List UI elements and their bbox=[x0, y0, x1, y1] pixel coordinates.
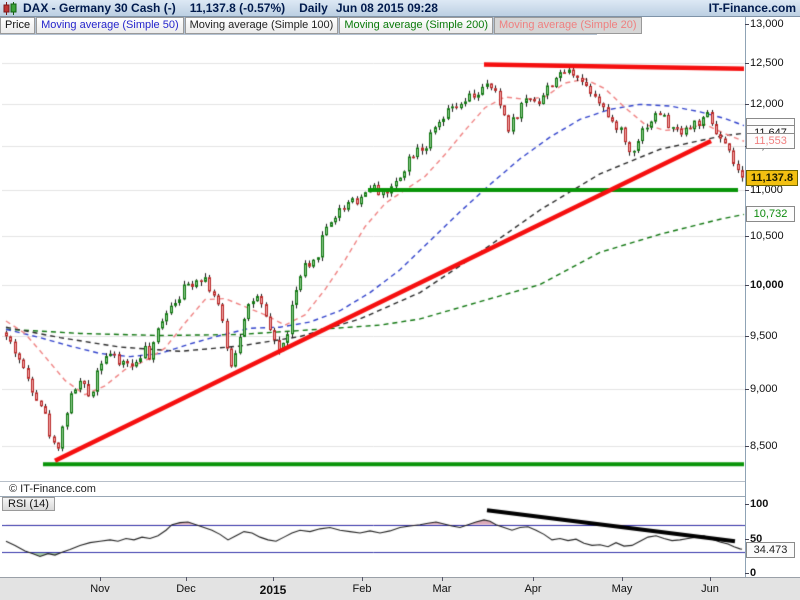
time-axis-label: 2015 bbox=[259, 583, 287, 597]
legend-bar: Price Moving average (Simple 50) Moving … bbox=[0, 17, 642, 35]
price-axis-label: 12,500 bbox=[750, 57, 784, 69]
price-axis-tick bbox=[745, 103, 749, 105]
price-axis-tick bbox=[745, 389, 749, 391]
time-axis-strip[interactable] bbox=[0, 577, 800, 600]
time-axis-tick bbox=[442, 577, 443, 581]
price-axis-tick bbox=[745, 236, 749, 238]
price-axis-border bbox=[745, 17, 746, 577]
price-axis-label: 9,500 bbox=[750, 329, 778, 342]
price-tag-10,732: 10,732 bbox=[746, 206, 795, 223]
time-axis-tick bbox=[710, 577, 711, 581]
time-axis-label: Feb bbox=[352, 583, 372, 595]
rsi-axis-tick bbox=[745, 538, 749, 540]
quote-datetime: Jun 08 2015 09:28 bbox=[335, 1, 438, 15]
legend-button-ma100[interactable]: Moving average (Simple 100) bbox=[184, 17, 339, 34]
price-axis-tick bbox=[745, 63, 749, 64]
timeframe-label: Daily bbox=[299, 1, 328, 15]
price-axis-label: 10,000 bbox=[750, 278, 784, 291]
time-axis-label: Dec bbox=[176, 583, 196, 595]
legend-button-ma200[interactable]: Moving average (Simple 200) bbox=[339, 17, 494, 34]
time-axis-tick bbox=[100, 577, 101, 581]
price-axis-tick bbox=[745, 335, 749, 337]
time-axis-tick bbox=[622, 577, 623, 581]
price-axis-tick bbox=[745, 445, 749, 447]
legend-button-price[interactable]: Price bbox=[0, 17, 36, 34]
time-axis-label: May bbox=[611, 583, 633, 595]
time-axis-label: Mar bbox=[432, 583, 452, 595]
rsi-panel-canvas[interactable] bbox=[2, 496, 745, 577]
copyright-text: © IT-Finance.com bbox=[9, 483, 96, 495]
main-chart-canvas[interactable] bbox=[2, 17, 745, 481]
time-axis-label: Jun bbox=[701, 583, 719, 595]
rsi-axis-tick bbox=[745, 504, 749, 505]
price-axis-label: 8,500 bbox=[750, 439, 778, 452]
time-axis-tick bbox=[533, 577, 534, 581]
price-axis-label: 10,500 bbox=[750, 230, 784, 243]
price-axis-label: 12,000 bbox=[750, 97, 784, 110]
rsi-axis-tick bbox=[745, 573, 749, 574]
rsi-axis-label: 50 bbox=[750, 532, 763, 545]
legend-button-ma20[interactable]: Moving average (Simple 20) bbox=[494, 17, 642, 34]
rsi-indicator-button[interactable]: RSI (14) bbox=[2, 497, 55, 511]
panel-separator bbox=[0, 481, 746, 482]
price-axis-tick bbox=[745, 24, 749, 26]
last-price-and-change: 11,137.8 (-0.57%) bbox=[189, 1, 286, 15]
title-bar: DAX - Germany 30 Cash (-) 11,137.8 (-0.5… bbox=[0, 0, 800, 17]
price-axis-tick bbox=[745, 189, 749, 191]
legend-button-ma50[interactable]: Moving average (Simple 50) bbox=[36, 17, 184, 34]
rsi-value-tag: 34.473 bbox=[746, 542, 795, 559]
time-axis-label: Nov bbox=[90, 583, 110, 595]
price-axis-tick bbox=[745, 284, 749, 286]
price-axis-label: 9,000 bbox=[750, 383, 778, 396]
price-tag-11,137.8: 11,137.8 bbox=[746, 169, 798, 186]
time-axis-tick bbox=[186, 577, 187, 581]
candlestick-chart-icon bbox=[3, 1, 17, 15]
brand-logo-text: IT-Finance.com bbox=[708, 1, 796, 15]
time-axis-tick bbox=[273, 577, 274, 581]
price-axis-label: 13,000 bbox=[750, 18, 784, 31]
rsi-axis-label: 0 bbox=[750, 567, 757, 579]
time-axis-label: Apr bbox=[524, 583, 542, 595]
price-axis-label: 11,000 bbox=[750, 183, 783, 196]
rsi-axis-label: 100 bbox=[750, 498, 769, 510]
time-axis-tick bbox=[362, 577, 363, 581]
price-tag-11,553: 11,553 bbox=[746, 133, 795, 150]
instrument-title: DAX - Germany 30 Cash (-) bbox=[23, 1, 176, 15]
